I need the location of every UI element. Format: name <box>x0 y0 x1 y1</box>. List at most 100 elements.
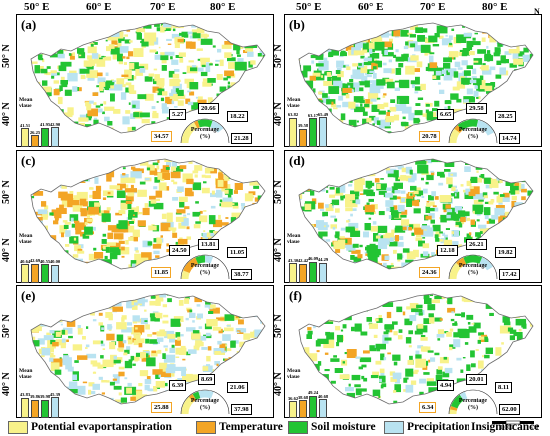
percentage-label: Percentage <box>190 127 220 133</box>
mean-bar-value: 42.42 <box>297 258 309 264</box>
percentage-label: Percentage <box>190 263 220 269</box>
mean-value-bars: 43.83 39.86 39.98 45.39 <box>19 382 63 418</box>
map-canvas <box>30 293 266 405</box>
mean-bar-value: 39.98 <box>39 394 51 400</box>
mean-bar-value: 40.64 <box>19 258 31 264</box>
percentage-value-precipitation: 8.11 <box>495 382 513 393</box>
gauge-segment <box>181 270 190 280</box>
mean-bar <box>51 397 59 418</box>
percentage-title: Percentage (%) <box>185 127 225 141</box>
gauge-segment <box>476 120 495 136</box>
legend-swatch <box>288 420 308 434</box>
mean-bar-value: 63.82 <box>287 112 299 118</box>
mean-bar <box>299 400 307 418</box>
mean-bar-value: 39.86 <box>29 394 41 400</box>
map-panel-b: (b) Mean vlaue 63.82 39.58 63.17 65.49 Percent… <box>284 14 542 147</box>
mean-value-bars: 43.30 42.42 46.09 44.29 <box>287 247 331 283</box>
lat-label: 40° N <box>1 372 12 396</box>
mean-bar-value: 40.00 <box>49 259 61 265</box>
mean-bar <box>309 395 317 418</box>
percentage-gauge <box>180 254 230 280</box>
mean-bar <box>319 262 327 283</box>
mean-bar-value: 43.83 <box>19 392 31 398</box>
mean-bar <box>309 118 317 147</box>
percentage-gauge <box>448 254 498 280</box>
region-boundary <box>298 22 534 134</box>
gauge-segment <box>210 256 229 280</box>
region-boundary <box>30 158 266 270</box>
mean-bar-value: 38.68 <box>297 394 309 400</box>
percentage-value-temperature: 6.39 <box>169 380 187 391</box>
gauge-segment <box>181 122 198 144</box>
gauge-segment <box>217 128 229 144</box>
mean-value-bars: 36.62 38.68 49.24 40.68 <box>287 382 331 418</box>
panel-label: (b) <box>289 17 305 32</box>
lon-label: 70° E <box>150 1 176 13</box>
mean-bar <box>299 128 307 147</box>
gauge-segment <box>210 120 224 133</box>
map-panel-f: (f) Mean vlaue 36.62 38.68 49.24 40.68 Percent… <box>284 285 542 418</box>
mean-bar <box>21 128 29 147</box>
gauge-segment <box>198 390 214 399</box>
legend-label: Temperature <box>219 421 283 433</box>
percentage-value-soil-moisture: 8.69 <box>198 374 216 385</box>
gauge-segment <box>188 394 197 403</box>
north-label: N <box>534 7 540 16</box>
percentage-value-precipitation: 19.82 <box>495 247 516 258</box>
gauge-segment <box>459 391 468 401</box>
legend: Potential evaportanspiration Temperature… <box>0 416 550 436</box>
gauge-segment <box>192 391 201 401</box>
mean-bar-value: 36.62 <box>287 395 299 401</box>
gauge-segment <box>181 396 194 415</box>
percentage-label: Percentage <box>458 263 488 269</box>
percentage-value-pet: 11.85 <box>151 267 172 278</box>
panel-label: (f) <box>289 288 302 303</box>
gauge-segment <box>450 394 464 409</box>
mean-bar <box>41 264 49 283</box>
mean-value-bars: 63.82 39.58 63.17 65.49 <box>287 111 331 147</box>
lat-label: 40° N <box>273 372 284 396</box>
map-canvas <box>30 22 266 134</box>
mean-bar-value: 41.95 <box>39 122 51 128</box>
map-panel-a: (a) Mean vlaue 41.51 26.25 41.95 42.90 Percent… <box>16 14 274 147</box>
percentage-gauge <box>180 118 230 144</box>
mean-bar <box>319 117 327 147</box>
percentage-value-soil-moisture: 20.66 <box>198 103 219 114</box>
legend-item-precipitation: Precipitation <box>384 420 471 434</box>
mean-bar <box>319 399 327 418</box>
lat-label: 50° N <box>273 180 284 204</box>
percentage-value-insignificance: 62.00 <box>499 404 520 415</box>
gauge-segment <box>449 405 458 411</box>
percentage-value-pet: 25.88 <box>151 402 172 413</box>
gauge-segment <box>454 125 463 134</box>
percentage-title: Percentage (%) <box>185 398 225 412</box>
map-canvas <box>298 158 534 270</box>
percentage-value-temperature: 4.94 <box>437 380 455 391</box>
region-boundary <box>30 22 266 134</box>
gauge-segment <box>195 255 206 265</box>
percentage-title: Percentage (%) <box>185 263 225 277</box>
percentage-value-precipitation: 18.22 <box>227 111 248 122</box>
percentage-value-pet: 20.78 <box>419 131 440 142</box>
percentage-value-pet: 34.57 <box>151 131 172 142</box>
gauge-segment <box>486 266 497 280</box>
percentage-value-soil-moisture: 26.21 <box>466 239 487 250</box>
lon-label: 60° E <box>358 1 384 13</box>
lon-label: 50° E <box>24 1 50 13</box>
percentage-label: Percentage <box>190 398 220 404</box>
percentage-value-insignificance: 14.74 <box>499 133 520 144</box>
legend-item-temperature: Temperature <box>196 420 283 434</box>
mean-bar-value: 42.90 <box>49 121 61 127</box>
mean-bar-value: 40.55 <box>39 258 51 264</box>
percentage-title: Percentage (%) <box>453 127 493 141</box>
mean-value-label: Mean vlaue <box>287 97 301 109</box>
lon-label: 80° E <box>210 1 236 13</box>
mean-bar-value: 26.25 <box>29 129 41 135</box>
mean-bar <box>31 399 39 418</box>
percentage-title: Percentage (%) <box>453 263 493 277</box>
region-boundary <box>30 293 266 405</box>
mean-bar-value: 65.49 <box>317 111 329 117</box>
map-panel-d: (d) Mean vlaue 43.30 42.42 46.09 44.29 Percent… <box>284 150 542 283</box>
mean-bar <box>31 135 39 147</box>
gauge-segment <box>183 257 199 274</box>
